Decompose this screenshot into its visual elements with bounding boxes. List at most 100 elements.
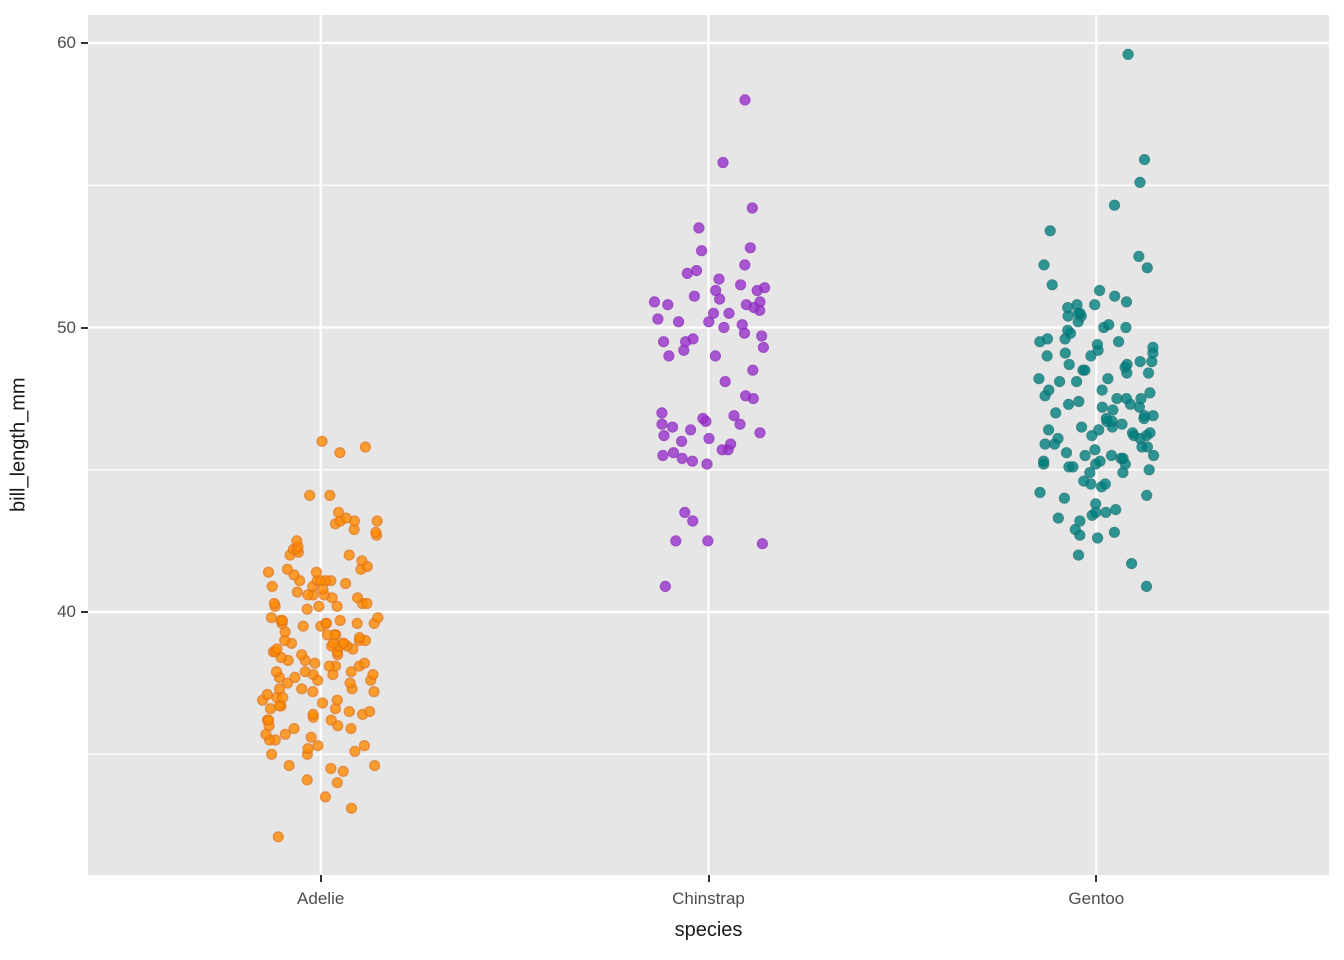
data-point-chinstrap xyxy=(718,321,730,334)
y-axis-title: bill_length_mm xyxy=(7,377,30,513)
data-point-gentoo xyxy=(1108,526,1121,538)
data-point-gentoo xyxy=(1147,410,1159,422)
data-point-chinstrap xyxy=(757,341,770,354)
data-point-gentoo xyxy=(1122,48,1134,61)
data-point-adelie xyxy=(273,683,286,695)
data-point-chinstrap xyxy=(656,407,668,419)
data-point-adelie xyxy=(266,580,278,593)
data-point-adelie xyxy=(358,740,371,752)
data-point-gentoo xyxy=(1093,284,1106,297)
data-point-gentoo xyxy=(1085,350,1097,362)
data-point-gentoo xyxy=(1102,373,1114,385)
data-point-adelie xyxy=(276,614,288,627)
data-point-gentoo xyxy=(1141,262,1153,274)
data-point-adelie xyxy=(359,441,372,453)
data-point-chinstrap xyxy=(758,282,771,294)
data-point-gentoo xyxy=(1071,299,1083,311)
data-point-chinstrap xyxy=(728,410,740,422)
data-point-adelie xyxy=(307,686,319,698)
data-point-chinstrap xyxy=(670,535,682,547)
x-tick-label-adelie: Adelie xyxy=(297,889,345,908)
data-point-adelie xyxy=(310,566,322,578)
y-tick-label: 60 xyxy=(57,33,76,52)
data-point-gentoo xyxy=(1037,455,1050,467)
data-point-gentoo xyxy=(1070,376,1083,388)
data-point-adelie xyxy=(289,671,301,684)
data-point-adelie xyxy=(325,714,337,726)
data-point-adelie xyxy=(340,577,352,590)
data-point-chinstrap xyxy=(710,284,722,297)
data-point-gentoo xyxy=(1052,432,1064,445)
data-point-chinstrap xyxy=(702,535,714,547)
data-point-chinstrap xyxy=(739,94,751,106)
data-point-adelie xyxy=(296,683,308,695)
y-tick-mark xyxy=(81,611,88,613)
data-point-adelie xyxy=(301,774,313,786)
data-point-gentoo xyxy=(1091,532,1104,544)
data-point-gentoo xyxy=(1043,384,1055,396)
data-point-gentoo xyxy=(1144,427,1156,439)
data-point-gentoo xyxy=(1062,302,1074,314)
data-point-chinstrap xyxy=(681,267,693,279)
data-point-chinstrap xyxy=(663,350,675,362)
data-point-chinstrap xyxy=(657,449,669,462)
data-point-gentoo xyxy=(1111,393,1123,405)
data-point-chinstrap xyxy=(652,313,664,325)
data-point-chinstrap xyxy=(662,299,674,311)
data-point-chinstrap xyxy=(747,364,759,376)
data-point-adelie xyxy=(370,526,382,538)
data-point-chinstrap xyxy=(724,438,737,450)
data-point-chinstrap xyxy=(687,333,699,345)
data-point-chinstrap xyxy=(740,299,753,311)
data-point-adelie xyxy=(313,600,325,612)
data-point-chinstrap xyxy=(688,290,701,302)
data-point-gentoo xyxy=(1138,154,1151,166)
data-point-gentoo xyxy=(1067,461,1079,473)
data-point-gentoo xyxy=(1091,339,1104,351)
data-point-gentoo xyxy=(1063,358,1075,371)
data-point-adelie xyxy=(371,515,383,527)
data-point-adelie xyxy=(262,566,275,578)
data-point-gentoo xyxy=(1069,523,1081,536)
data-point-chinstrap xyxy=(690,265,703,277)
data-point-adelie xyxy=(309,657,321,669)
data-point-chinstrap xyxy=(687,515,699,527)
data-point-gentoo xyxy=(1112,336,1125,348)
data-point-gentoo xyxy=(1074,515,1086,527)
data-point-chinstrap xyxy=(756,538,769,550)
data-point-gentoo xyxy=(1090,498,1102,510)
data-point-chinstrap xyxy=(679,506,691,519)
data-point-gentoo xyxy=(1100,506,1112,519)
data-point-gentoo xyxy=(1093,424,1105,436)
data-point-adelie xyxy=(283,759,295,772)
data-point-adelie xyxy=(265,612,277,624)
data-point-adelie xyxy=(296,649,308,661)
data-point-gentoo xyxy=(1042,424,1055,436)
x-tick-mark xyxy=(319,875,322,882)
data-point-chinstrap xyxy=(648,296,661,308)
data-point-gentoo xyxy=(1038,259,1050,271)
data-point-adelie xyxy=(299,666,311,678)
data-point-gentoo xyxy=(1099,478,1111,490)
y-tick-label: 40 xyxy=(57,602,76,621)
data-point-gentoo xyxy=(1053,376,1066,388)
data-point-chinstrap xyxy=(667,447,680,459)
data-point-gentoo xyxy=(1108,199,1121,211)
data-point-gentoo xyxy=(1117,452,1129,465)
data-point-adelie xyxy=(302,589,314,601)
data-point-gentoo xyxy=(1039,438,1051,450)
data-point-gentoo xyxy=(1072,549,1085,561)
data-point-gentoo xyxy=(1033,373,1045,385)
data-point-adelie xyxy=(304,489,316,502)
data-point-gentoo xyxy=(1126,427,1139,439)
data-point-adelie xyxy=(321,629,333,641)
data-point-adelie xyxy=(356,555,368,567)
data-point-adelie xyxy=(331,694,343,706)
data-point-chinstrap xyxy=(734,279,747,291)
data-point-adelie xyxy=(345,666,357,678)
data-point-chinstrap xyxy=(746,202,758,214)
y-tick-label: 50 xyxy=(57,317,76,337)
data-point-chinstrap xyxy=(703,432,715,445)
data-point-gentoo xyxy=(1125,557,1138,570)
data-point-gentoo xyxy=(1105,449,1118,462)
